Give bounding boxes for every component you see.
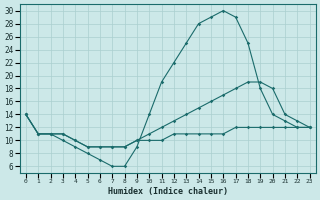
X-axis label: Humidex (Indice chaleur): Humidex (Indice chaleur) bbox=[108, 187, 228, 196]
